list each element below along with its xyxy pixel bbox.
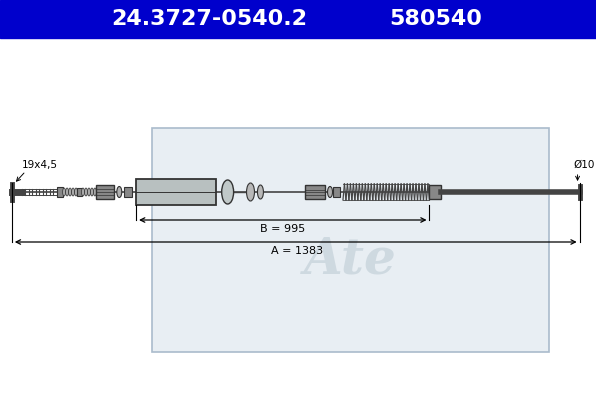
Ellipse shape — [62, 188, 65, 196]
Ellipse shape — [68, 188, 71, 196]
Bar — [124, 187, 132, 197]
Bar — [56, 187, 62, 197]
Ellipse shape — [65, 188, 68, 196]
Ellipse shape — [117, 186, 122, 198]
Text: 580540: 580540 — [389, 9, 482, 29]
Text: B = 995: B = 995 — [260, 224, 305, 234]
Text: Ate: Ate — [304, 236, 397, 284]
Text: 19x4,5: 19x4,5 — [22, 160, 58, 170]
Bar — [333, 187, 340, 197]
Bar — [152, 128, 549, 352]
Ellipse shape — [85, 188, 88, 196]
Bar — [77, 188, 82, 196]
Ellipse shape — [328, 186, 332, 198]
Ellipse shape — [257, 185, 263, 199]
Ellipse shape — [221, 180, 233, 204]
Ellipse shape — [74, 188, 77, 196]
Ellipse shape — [82, 188, 85, 196]
Bar — [136, 179, 216, 205]
Text: 24.3727-0540.2: 24.3727-0540.2 — [111, 9, 307, 29]
Bar — [305, 185, 325, 199]
Ellipse shape — [94, 188, 97, 196]
Text: A = 1383: A = 1383 — [271, 246, 323, 256]
Bar — [430, 185, 442, 199]
Ellipse shape — [71, 188, 74, 196]
Ellipse shape — [247, 183, 254, 201]
Bar — [0, 0, 596, 38]
Ellipse shape — [91, 188, 94, 196]
Bar — [97, 185, 115, 199]
Ellipse shape — [88, 188, 91, 196]
Text: Ø10: Ø10 — [574, 160, 595, 170]
